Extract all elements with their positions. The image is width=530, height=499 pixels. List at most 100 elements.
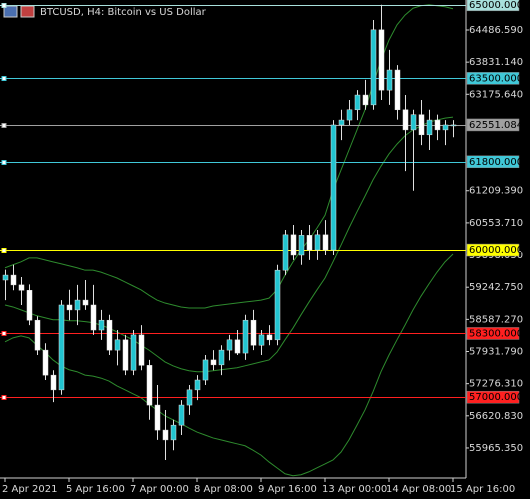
level-marker[interactable] bbox=[1, 395, 7, 400]
candle-body bbox=[82, 299, 89, 306]
level-label: 65000.000 bbox=[469, 0, 523, 11]
y-tick-label: 63175.640 bbox=[469, 89, 523, 100]
candle-body bbox=[282, 234, 289, 271]
candle-body bbox=[322, 234, 329, 251]
candle-body bbox=[106, 319, 113, 351]
candle-body bbox=[290, 234, 297, 256]
level-label-box bbox=[466, 243, 520, 257]
level-label: 58300.000 bbox=[469, 328, 523, 339]
level-label: 60000.000 bbox=[469, 245, 523, 256]
y-tick-label: 59242.750 bbox=[469, 282, 523, 293]
candle-body bbox=[162, 429, 169, 441]
candle-body bbox=[18, 284, 25, 291]
level-label: 57000.000 bbox=[469, 392, 523, 403]
level-marker[interactable] bbox=[1, 160, 7, 165]
x-tick-label: 8 Apr 08:00 bbox=[194, 484, 253, 495]
candle-body bbox=[450, 124, 457, 127]
candle-body bbox=[90, 304, 97, 331]
candle-body bbox=[50, 374, 57, 391]
y-tick-label: 61209.390 bbox=[469, 186, 523, 197]
candle-body bbox=[354, 94, 361, 111]
level-marker[interactable] bbox=[1, 331, 7, 336]
level-label-box bbox=[466, 390, 520, 404]
candle-body bbox=[26, 290, 33, 321]
candle-body bbox=[338, 119, 345, 126]
y-tick-label: 57931.790 bbox=[469, 347, 523, 358]
y-tick-label: 60553.710 bbox=[469, 218, 523, 229]
candle-body bbox=[306, 235, 313, 251]
candle-body bbox=[114, 339, 121, 351]
candle-body bbox=[66, 304, 73, 311]
candle-body bbox=[394, 69, 401, 111]
candle-body bbox=[370, 29, 377, 106]
level-marker[interactable] bbox=[1, 248, 7, 253]
y-tick-label: 57276.310 bbox=[469, 379, 523, 390]
candle-body bbox=[434, 119, 441, 131]
candle-body bbox=[346, 109, 353, 121]
candle-body bbox=[138, 334, 145, 366]
candle-body bbox=[266, 334, 273, 341]
candle-body bbox=[418, 114, 425, 136]
candle-body bbox=[378, 29, 385, 91]
candle-body bbox=[274, 269, 281, 341]
level-marker[interactable] bbox=[1, 3, 7, 8]
band-line bbox=[4, 253, 454, 477]
level-label-box bbox=[466, 118, 520, 132]
x-tick-label: 9 Apr 16:00 bbox=[258, 484, 317, 495]
candle-body bbox=[226, 339, 233, 351]
chart-title: BTCUSD, H4: Bitcoin vs US Dollar bbox=[40, 7, 207, 18]
level-marker[interactable] bbox=[1, 123, 7, 128]
symbol-icon[interactable] bbox=[20, 5, 35, 18]
band-line bbox=[4, 116, 454, 373]
candle-body bbox=[2, 274, 9, 281]
level-label: 61800.000 bbox=[469, 157, 523, 168]
level-marker[interactable] bbox=[1, 76, 7, 81]
candle-body bbox=[98, 319, 105, 331]
level-label-box bbox=[466, 155, 520, 169]
band-line bbox=[4, 4, 454, 309]
level-label: 63500.000 bbox=[469, 73, 523, 84]
level-label-box bbox=[466, 327, 520, 340]
candle-body bbox=[250, 319, 257, 346]
candle-body bbox=[154, 404, 161, 431]
candle-body bbox=[170, 424, 177, 441]
candle-body bbox=[194, 379, 201, 391]
candle-body bbox=[242, 319, 249, 354]
y-tick-label: 63831.140 bbox=[469, 57, 523, 68]
y-tick-label: 56620.830 bbox=[469, 411, 523, 422]
candle-body bbox=[210, 359, 217, 366]
level-label-box bbox=[466, 72, 520, 85]
candle-body bbox=[202, 359, 209, 381]
level-label-box bbox=[466, 0, 520, 12]
candle-body bbox=[386, 69, 393, 91]
candle-body bbox=[146, 365, 153, 406]
y-tick-label: 55965.350 bbox=[469, 443, 523, 454]
candle-body bbox=[330, 124, 337, 251]
candle-body bbox=[234, 339, 241, 354]
candle-body bbox=[442, 124, 449, 131]
candle-body bbox=[314, 234, 321, 251]
candle-body bbox=[122, 339, 129, 371]
y-tick-label: 58587.270 bbox=[469, 314, 523, 325]
x-tick-label: 15 Apr 16:00 bbox=[450, 484, 515, 495]
x-tick-label: 13 Apr 00:00 bbox=[322, 484, 387, 495]
level-label: 62551.084 bbox=[469, 120, 523, 131]
candle-body bbox=[10, 274, 17, 286]
x-tick-label: 2 Apr 2021 bbox=[2, 484, 57, 495]
candle-body bbox=[218, 349, 225, 366]
candle-body bbox=[362, 94, 369, 106]
candle-body bbox=[410, 114, 417, 131]
candle-body bbox=[298, 235, 305, 256]
candle-body bbox=[178, 404, 185, 426]
x-tick-label: 14 Apr 08:00 bbox=[386, 484, 451, 495]
candle-body bbox=[402, 109, 409, 131]
candle-body bbox=[186, 389, 193, 406]
candle-body bbox=[58, 304, 65, 391]
x-tick-label: 5 Apr 16:00 bbox=[66, 484, 125, 495]
candle-body bbox=[74, 299, 81, 311]
candle-body bbox=[130, 334, 137, 371]
candle-body bbox=[42, 349, 49, 376]
y-tick-label: 64486.590 bbox=[469, 25, 523, 36]
